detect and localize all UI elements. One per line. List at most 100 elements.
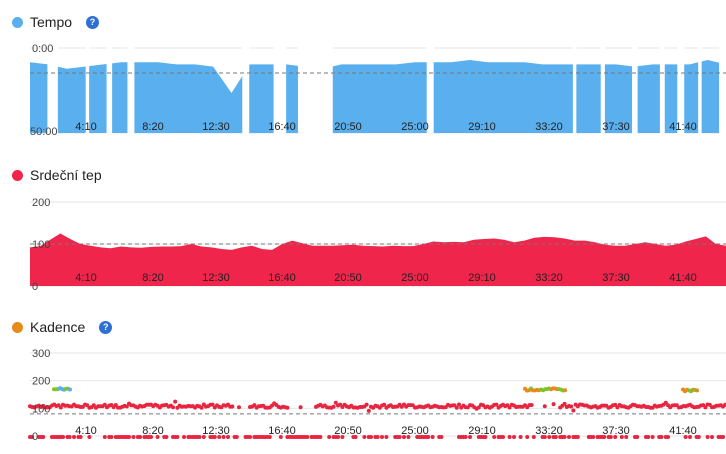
cadence-point	[353, 435, 358, 439]
cadence-title: Kadence ?	[12, 319, 113, 335]
tempo-gap	[572, 38, 577, 134]
cadence-point	[155, 435, 160, 439]
cadence-point	[87, 435, 92, 439]
x-tick-label: 12:30	[202, 272, 230, 284]
cadence-point	[710, 435, 714, 439]
tempo-gap	[85, 38, 90, 134]
cadence-chart[interactable]: 300 200 100 0 4:10 8:20 12:30 16:40 20:50 25:00 29…	[0, 342, 726, 454]
cadence-point	[78, 435, 83, 439]
tempo-gap	[659, 38, 665, 134]
x-tick-label: 37:30	[602, 272, 630, 284]
heart-rate-area	[30, 233, 726, 286]
cadence-point	[30, 435, 35, 439]
cadence-point	[571, 408, 576, 413]
cadence-point	[336, 435, 340, 439]
y-tick-label: 100	[32, 403, 50, 415]
y-tick-label: 0	[32, 431, 38, 443]
tempo-gap	[106, 38, 113, 134]
cadence-point	[542, 404, 547, 409]
help-icon[interactable]: ?	[86, 15, 100, 29]
cadence-point	[529, 403, 534, 407]
cadence-point	[278, 435, 283, 439]
cadence-panel: Kadence ? 300 200 100 0 4:10 8:20 12:30 16:40 20…	[0, 300, 726, 448]
tempo-gap	[600, 38, 605, 134]
cadence-point	[41, 435, 46, 439]
cadence-point	[569, 404, 574, 409]
cadence-point	[298, 405, 303, 410]
cadence-point	[454, 405, 459, 410]
cadence-point	[666, 435, 670, 439]
cadence-point	[567, 435, 571, 439]
x-tick-label: 12:30	[202, 425, 230, 437]
cadence-point	[501, 435, 505, 439]
y-tick-label: 200	[32, 376, 50, 388]
cadence-point	[430, 435, 435, 439]
tempo-gap	[47, 38, 58, 134]
cadence-point	[72, 435, 76, 439]
cadence-point	[494, 402, 499, 407]
cadence-point	[695, 388, 699, 393]
x-tick-label: 41:40	[669, 121, 697, 133]
x-tick-label: 16:40	[268, 272, 296, 284]
cadence-point	[173, 399, 178, 404]
x-tick-label: 16:40	[268, 425, 296, 437]
cadence-point	[575, 435, 580, 439]
cadence-point	[340, 435, 345, 439]
y-tick-label: 300	[32, 348, 50, 360]
tempo-title: Tempo ?	[12, 14, 100, 30]
cadence-point	[553, 435, 558, 439]
x-tick-label: 33:20	[535, 425, 563, 437]
tempo-gap	[127, 38, 135, 134]
cadence-point	[124, 404, 129, 409]
x-tick-label: 4:10	[75, 121, 96, 133]
y-tick-label: 0:00	[32, 43, 53, 55]
heart-rate-chart[interactable]: 200 100 0 4:10 8:20 12:30 16:40 20:50 25:00 29:10…	[0, 192, 726, 302]
tempo-legend-dot	[12, 16, 23, 28]
cadence-point	[366, 408, 371, 413]
cadence-point	[476, 405, 481, 410]
x-tick-label: 4:10	[75, 425, 96, 437]
cadence-point	[237, 405, 241, 410]
cadence-legend-dot	[12, 321, 23, 333]
cadence-point	[703, 405, 708, 410]
cadence-point	[613, 435, 618, 439]
cadence-point	[267, 435, 272, 439]
cadence-point	[331, 404, 336, 409]
cadence-point	[507, 405, 512, 410]
cadence-point	[547, 435, 552, 439]
tempo-chart[interactable]: 0:00 50:00 4:10 8:20 12:30 16:40 20:50 25:00 29:…	[0, 38, 726, 148]
help-icon[interactable]: ?	[99, 320, 113, 334]
cadence-point	[650, 435, 655, 439]
x-tick-label: 37:30	[602, 121, 630, 133]
cadence-point	[171, 405, 175, 410]
x-tick-label: 8:20	[142, 121, 163, 133]
cadence-point	[384, 435, 389, 439]
cadence-point	[364, 402, 369, 407]
y-tick-label: 200	[32, 197, 50, 209]
cadence-point	[525, 435, 530, 439]
x-tick-label: 25:00	[401, 121, 429, 133]
x-tick-label: 16:40	[268, 121, 296, 133]
cadence-point	[109, 435, 114, 439]
cadence-point	[102, 435, 107, 439]
heart-rate-panel: Srdeční tep 200 100 0 4:10 8:20 12:30 16:40 20:…	[0, 150, 726, 300]
cadence-point	[688, 435, 692, 439]
cadence-point	[483, 435, 488, 439]
cadence-point	[221, 435, 226, 439]
cadence-point	[507, 435, 512, 439]
heart-rate-legend-dot	[12, 169, 23, 181]
cadence-point	[531, 435, 536, 439]
cadence-point	[234, 435, 239, 439]
cadence-point	[397, 435, 402, 439]
y-tick-label: 100	[32, 239, 50, 251]
cadence-point	[333, 400, 338, 405]
x-tick-label: 4:10	[75, 272, 96, 284]
tempo-area	[30, 60, 726, 133]
x-tick-label: 25:00	[401, 425, 429, 437]
tempo-gap	[297, 38, 333, 134]
x-tick-label: 8:20	[142, 272, 163, 284]
cadence-point	[512, 435, 516, 439]
cadence-point	[327, 435, 332, 439]
cadence-point	[382, 402, 387, 407]
cadence-point	[563, 388, 567, 393]
